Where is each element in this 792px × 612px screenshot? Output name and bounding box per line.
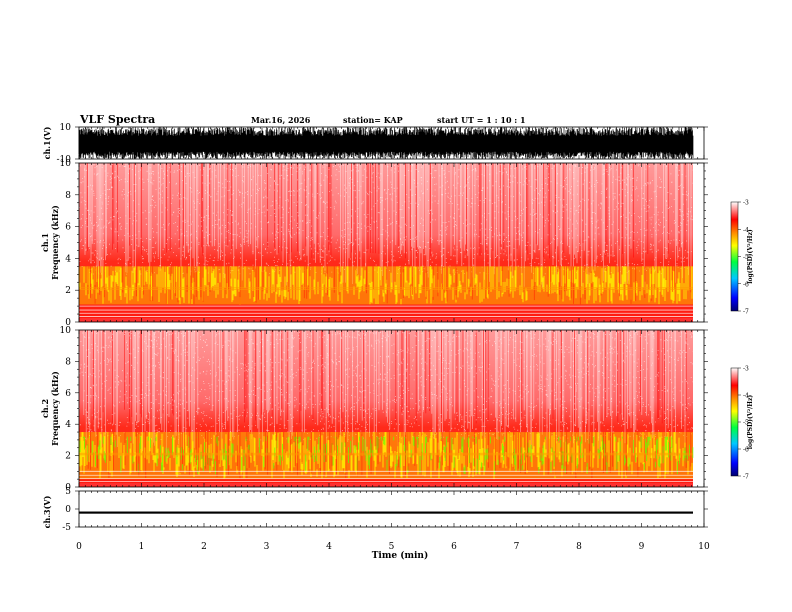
ch3-waveform-trace bbox=[79, 511, 693, 514]
x-axis-label: Time (min) bbox=[372, 550, 429, 561]
y-tick-label: 6 bbox=[65, 389, 71, 399]
colorbar-tick-label: -7 bbox=[743, 474, 749, 481]
x-tick-label: 1 bbox=[139, 542, 145, 552]
colorbar-label: log(PSD)(V²/Hz) bbox=[747, 229, 754, 284]
panel-frame-3 bbox=[78, 490, 705, 528]
y-tick-label: 10 bbox=[60, 123, 72, 133]
ch3-waveform-panel bbox=[79, 511, 693, 514]
y-tick-label: 2 bbox=[65, 286, 71, 296]
y-tick-label: 6 bbox=[65, 223, 71, 233]
x-tick-label: 4 bbox=[326, 542, 332, 552]
y-tick-label: 2 bbox=[65, 452, 71, 462]
ch1-wave-ylabel: ch.1(V) bbox=[42, 126, 52, 159]
y-tick-label: 0 bbox=[65, 483, 71, 493]
colorbar-tick-label: -4 bbox=[743, 227, 749, 234]
y-tick-label: 4 bbox=[65, 254, 71, 264]
y-tick-label: -5 bbox=[62, 523, 71, 533]
spectrogram-ylabel: ch.1 bbox=[40, 233, 50, 252]
station-label: station= KAP bbox=[343, 115, 403, 125]
start-ut-label: start UT = 1 : 10 : 1 bbox=[437, 115, 526, 125]
y-tick-label: 8 bbox=[65, 191, 71, 201]
colorbar-tick-label: -3 bbox=[743, 366, 749, 373]
colorbar-1 bbox=[730, 201, 739, 312]
y-tick-label: 0 bbox=[65, 318, 71, 328]
low-freq-band bbox=[79, 483, 693, 487]
date-label: Mar.16, 2026 bbox=[251, 115, 311, 125]
band-red-gaps bbox=[87, 266, 692, 305]
y-tick-label: 4 bbox=[65, 420, 71, 430]
y-tick-label: 8 bbox=[65, 357, 71, 367]
colorbars: -3 -4 -5 -6 -7 log(PSD)(V²/Hz) -3 -4 -5 -6 -7 log(P… bbox=[730, 200, 754, 481]
y-tick-label: 10 bbox=[60, 159, 72, 169]
x-tick-label: 0 bbox=[76, 542, 82, 552]
x-tick-label: 10 bbox=[698, 542, 710, 552]
x-tick-label: 7 bbox=[514, 542, 520, 552]
y-tick-label: 10 bbox=[60, 326, 72, 336]
colorbar-label: log(PSD)(V²/Hz) bbox=[747, 395, 754, 450]
spectrogram-noise bbox=[79, 162, 694, 275]
spectrogram-speckle-light bbox=[84, 163, 692, 290]
colorbar-tick-label: -7 bbox=[743, 309, 749, 316]
ch1-waveform-trace bbox=[78, 127, 694, 159]
x-tick-label: 3 bbox=[264, 542, 270, 552]
spectrogram-ylabel: Frequency (kHz) bbox=[50, 205, 60, 280]
colorbar-tick-label: -3 bbox=[743, 200, 749, 207]
low-freq-band bbox=[79, 318, 693, 322]
x-tick-label: 8 bbox=[576, 542, 582, 552]
figure-title: VLF Spectra bbox=[79, 113, 155, 126]
ch3-wave-ylabel: ch.3(V) bbox=[42, 495, 52, 528]
ch1-waveform-panel bbox=[78, 127, 694, 159]
spectrogram-ylabel: ch.2 bbox=[40, 399, 50, 418]
colorbar-tick-label: -6 bbox=[743, 447, 749, 454]
y-tick-label: 0 bbox=[65, 505, 71, 515]
x-tick-label: 9 bbox=[639, 542, 645, 552]
x-tick-label: 6 bbox=[451, 542, 457, 552]
ch1-spectrogram-panel bbox=[78, 162, 694, 322]
y-tick-label: 5 bbox=[65, 487, 71, 497]
colorbar-tick-label: -4 bbox=[743, 393, 749, 400]
colorbar-2 bbox=[730, 367, 739, 477]
colorbar-tick-label: -5 bbox=[743, 254, 749, 261]
ch2-spectrogram-panel bbox=[78, 329, 694, 487]
colorbar-tick-label: -6 bbox=[743, 281, 749, 288]
x-tick-label: 2 bbox=[201, 542, 207, 552]
spectrogram-ylabel: Frequency (kHz) bbox=[50, 371, 60, 446]
y-tick-label: -10 bbox=[57, 155, 72, 165]
x-tick-label: 5 bbox=[389, 542, 395, 552]
colorbar-tick-label: -5 bbox=[743, 420, 749, 427]
